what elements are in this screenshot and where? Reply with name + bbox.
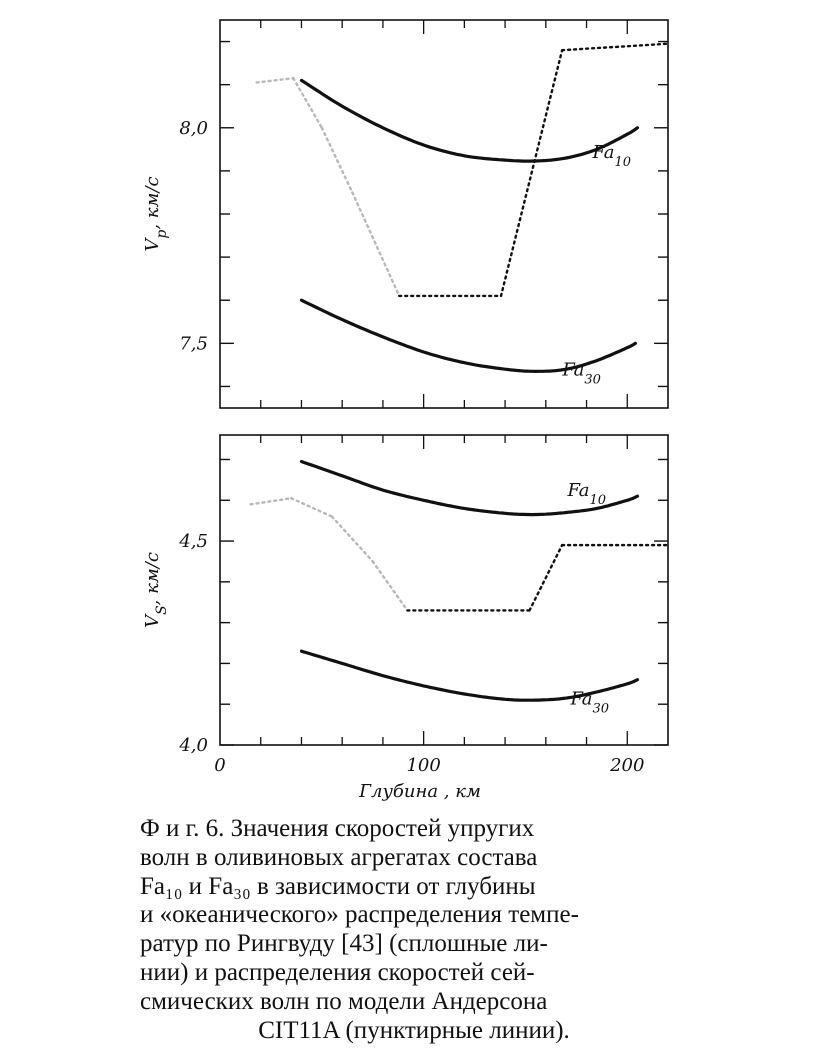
series-line-fa30 (299, 298, 637, 374)
x-tick-label: 100 (406, 755, 440, 776)
model-line-segment (351, 191, 401, 298)
series-label-fa30: Fa30 (569, 689, 609, 717)
series-label-fa10: Fa10 (591, 142, 631, 170)
y-tick-label: 7,5 (179, 333, 208, 354)
y-tick-label: 8,0 (179, 118, 208, 139)
velocity-depth-chart: 7,5 8,0 Vp, км/с Fa10 Fa30 4,0 4,5 0 100 200 VS, … (142, 19, 670, 802)
caption-line: Fa₁₀ и Fa₃₀ в зависимости от глубины (140, 872, 536, 900)
series-line-fa10 (299, 459, 640, 517)
caption-line: смических волн по модели Андерсона (140, 987, 548, 1015)
model-line-segment (290, 497, 334, 518)
caption-line: и «океанического» распределения темпе- (140, 901, 579, 929)
model-line-segment (560, 42, 670, 52)
y-tick-label: 4,5 (178, 531, 208, 552)
caption-line: ратур по Рингвуду [43] (сплошные ли- (140, 930, 548, 958)
y-axis-title: Vp, км/с (142, 176, 170, 251)
caption-line: Ф и г. 6. Значения скоростей упругих (140, 815, 535, 842)
model-line-segment (371, 560, 409, 612)
model-line-segment (320, 126, 354, 194)
x-tick-label: 0 (214, 755, 225, 776)
model-line-segment (528, 543, 564, 612)
figure-caption: Ф и г. 6. Значения скоростей упругих вол… (140, 815, 688, 1045)
series-line-fa30 (299, 649, 640, 702)
caption-line: CIT11A (пунктирные линии). (258, 1016, 570, 1044)
x-axis-title: Глубина , км (358, 781, 481, 802)
x-tick-label: 200 (609, 755, 644, 776)
y-tick-label: 4,0 (178, 735, 208, 756)
caption-line: нии) и распределения скоростей сей- (140, 958, 535, 986)
plot-frame (219, 434, 669, 746)
model-line-segment (249, 497, 293, 506)
model-line-segment (499, 48, 564, 298)
caption-line: волн в оливиновых агрегатах состава (140, 843, 538, 871)
series-line-fa10 (299, 78, 640, 163)
vs-panel: 4,0 4,5 0 100 200 VS, км/с Глубина , км Fa10 Fa3… (142, 434, 670, 802)
model-line-segment (255, 76, 295, 84)
vp-panel: 7,5 8,0 Vp, км/с Fa10 Fa30 (142, 19, 670, 409)
model-line-segment (292, 76, 324, 129)
series-label-fa30: Fa30 (561, 359, 601, 387)
y-axis-title: VS, км/с (142, 552, 170, 628)
model-line-segment (330, 515, 374, 563)
series-label-fa10: Fa10 (566, 480, 606, 508)
